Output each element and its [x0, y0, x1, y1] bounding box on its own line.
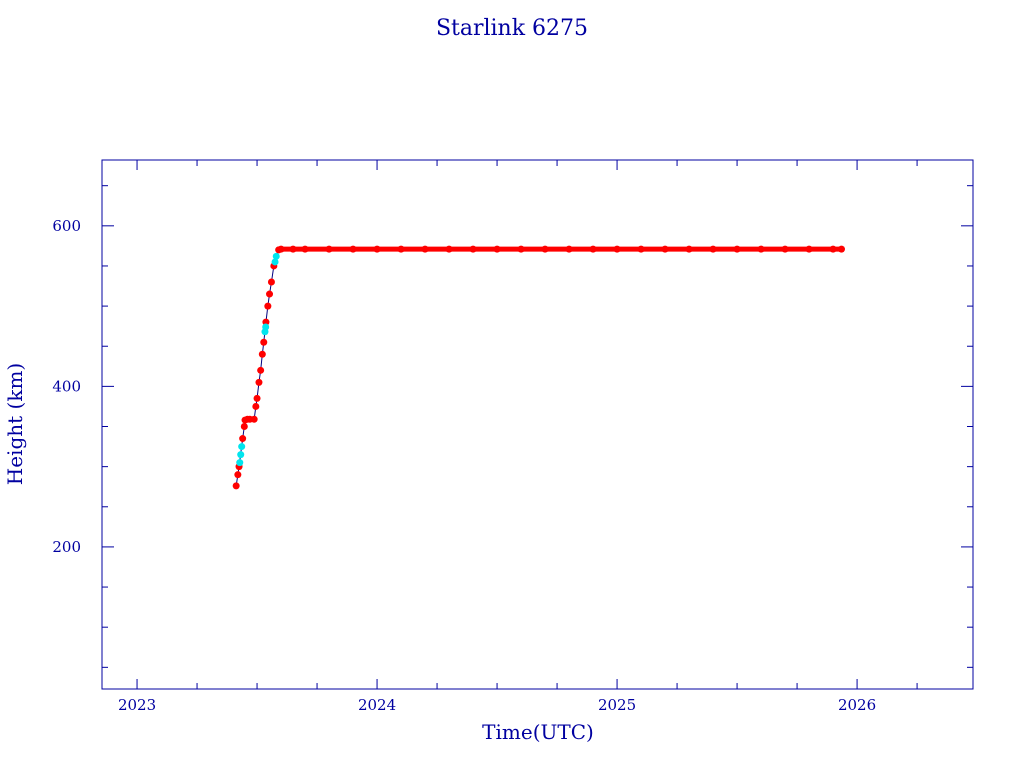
x-tick-label: 2025 [598, 696, 636, 714]
x-tick-label: 2024 [358, 696, 396, 714]
data-point-tracked [829, 245, 837, 253]
data-point-secondary [238, 443, 246, 451]
y-tick-label: 400 [52, 377, 81, 395]
data-point-tracked [232, 482, 240, 490]
y-tick-label: 600 [52, 217, 81, 235]
data-point-tracked [250, 415, 258, 423]
series-band [277, 246, 842, 253]
data-point-secondary [237, 451, 245, 459]
data-point-tracked [266, 290, 274, 298]
data-point-tracked [757, 245, 765, 253]
series-line [235, 248, 842, 486]
data-point-tracked [397, 245, 405, 253]
ticks: 2023 2024 2025 2026 200 400 600 [52, 160, 973, 714]
data-point-secondary [271, 258, 279, 266]
plot-frame [101, 159, 974, 690]
data-point-tracked [253, 394, 261, 402]
data-point-tracked [255, 378, 263, 386]
data-point-tracked [589, 245, 597, 253]
data-point-tracked [301, 245, 309, 253]
data-point-tracked [252, 402, 260, 410]
data-point-tracked [264, 302, 272, 310]
chart-title: Starlink 6275 [435, 16, 589, 41]
x-tick-label: 2026 [838, 696, 876, 714]
data-point-tracked [267, 278, 275, 286]
data-point-tracked [637, 245, 645, 253]
data-point-tracked [349, 245, 357, 253]
data-marks [232, 245, 845, 490]
data-point-tracked [805, 245, 813, 253]
y-axis-label: Height (km) [3, 363, 27, 485]
data-point-tracked [733, 245, 741, 253]
data-point-tracked [837, 245, 845, 253]
data-point-tracked [325, 245, 333, 253]
x-axis-label: Time(UTC) [482, 720, 594, 744]
data-point-tracked [541, 245, 549, 253]
data-point-tracked [517, 245, 525, 253]
data-point-tracked [781, 245, 789, 253]
data-point-tracked [257, 366, 265, 374]
data-point-tracked [709, 245, 717, 253]
data-point-tracked [240, 423, 248, 431]
data-point-tracked [661, 245, 669, 253]
data-point-tracked [258, 350, 266, 358]
data-point-tracked [239, 435, 247, 443]
data-point-tracked [469, 245, 477, 253]
data-point-tracked [277, 245, 285, 253]
data-point-secondary [262, 323, 270, 331]
x-tick-label: 2023 [118, 696, 156, 714]
data-point-tracked [445, 245, 453, 253]
data-point-tracked [421, 245, 429, 253]
y-tick-label: 200 [52, 538, 81, 556]
data-point-secondary [272, 252, 280, 260]
data-point-tracked [289, 245, 297, 253]
data-point-tracked [685, 245, 693, 253]
data-point-tracked [234, 471, 242, 479]
data-point-tracked [493, 245, 501, 253]
data-point-tracked [565, 245, 573, 253]
data-point-tracked [373, 245, 381, 253]
data-point-tracked [613, 245, 621, 253]
data-point-secondary [236, 459, 244, 467]
data-point-tracked [260, 338, 268, 346]
